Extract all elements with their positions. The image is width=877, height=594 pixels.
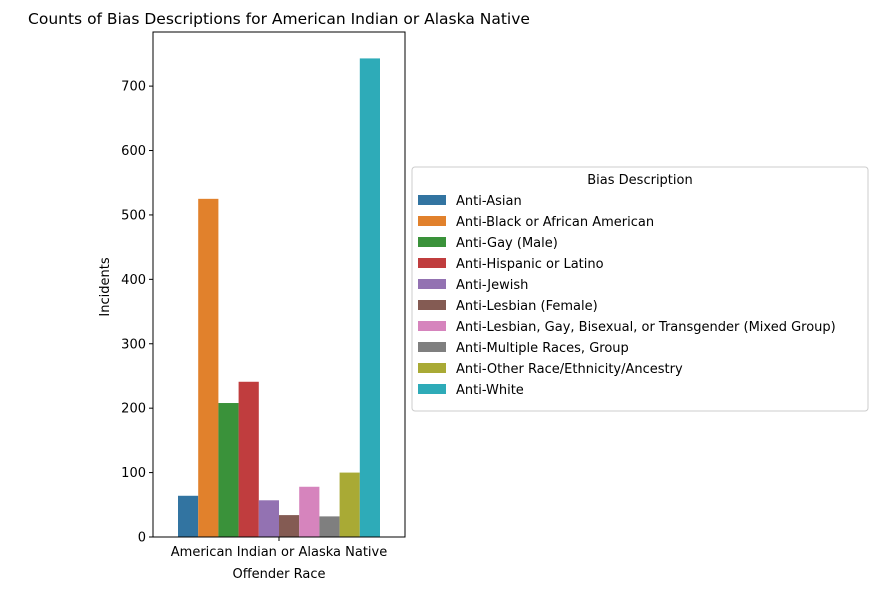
legend-label-6: Anti-Lesbian, Gay, Bisexual, or Transgen… (456, 320, 836, 335)
bar-7 (319, 516, 340, 537)
y-tick-label-1: 100 (121, 466, 146, 481)
y-tick-label-4: 400 (121, 273, 146, 288)
legend-title: Bias Description (587, 173, 692, 188)
legend-swatch-6 (418, 321, 446, 331)
y-tick-label-5: 500 (121, 208, 146, 223)
x-axis-label: Offender Race (232, 567, 325, 582)
bar-0 (178, 495, 199, 537)
legend-label-4: Anti-Jewish (456, 278, 528, 293)
legend-label-1: Anti-Black or African American (456, 215, 654, 230)
y-axis-label: Incidents (98, 257, 113, 316)
x-axis: American Indian or Alaska Native (171, 537, 387, 560)
legend-swatch-4 (418, 279, 446, 289)
y-tick-label-2: 200 (121, 402, 146, 417)
y-axis: 0 100 200 300 400 500 600 700 (121, 80, 153, 546)
legend-label-3: Anti-Hispanic or Latino (456, 257, 604, 272)
chart-title: Counts of Bias Descriptions for American… (28, 10, 530, 28)
bar-4 (258, 500, 279, 537)
legend-swatch-1 (418, 216, 446, 226)
y-tick-label-6: 600 (121, 144, 146, 159)
bar-6 (299, 486, 320, 537)
legend-label-8: Anti-Other Race/Ethnicity/Ancestry (456, 362, 683, 377)
legend-swatch-8 (418, 363, 446, 373)
x-tick-label-0: American Indian or Alaska Native (171, 545, 387, 560)
legend-swatch-5 (418, 300, 446, 310)
bar-8 (339, 472, 360, 537)
y-tick-label-3: 300 (121, 337, 146, 352)
legend-label-7: Anti-Multiple Races, Group (456, 341, 629, 356)
legend-box (411, 166, 869, 412)
bar-2 (218, 403, 239, 537)
legend-swatch-7 (418, 342, 446, 352)
bar-3 (238, 381, 259, 537)
legend-label-0: Anti-Asian (456, 194, 522, 209)
legend-swatch-0 (418, 195, 446, 205)
legend-swatch-9 (418, 384, 446, 394)
legend-label-9: Anti-White (456, 383, 524, 398)
y-tick-label-7: 700 (121, 80, 146, 95)
y-tick-label-0: 0 (138, 531, 146, 546)
legend-swatch-2 (418, 237, 446, 247)
bar-9 (359, 58, 380, 538)
legend-label-2: Anti-Gay (Male) (456, 236, 558, 251)
bar-1 (198, 198, 219, 537)
plot-area (152, 31, 406, 538)
legend-label-5: Anti-Lesbian (Female) (456, 299, 598, 314)
legend: Bias Description Anti-Asian Anti-Black or … (411, 166, 869, 412)
bar-5 (279, 515, 300, 537)
legend-swatch-3 (418, 258, 446, 268)
